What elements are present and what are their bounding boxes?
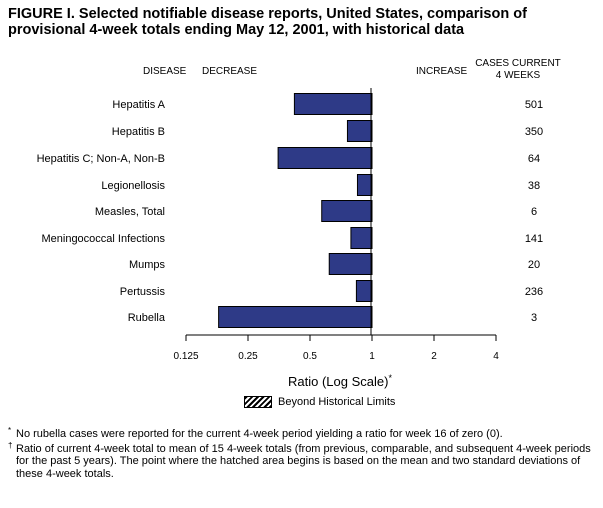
category-label: Legionellosis [101,180,165,192]
header-cases-line1: CASES CURRENT [475,58,561,69]
category-label: Mumps [129,259,166,271]
footnote-text: Ratio of current 4-week total to mean of… [16,442,591,480]
ratio-bar [346,120,373,142]
cases-count: 501 [525,99,543,111]
category-label: Measles, Total [95,206,165,218]
x-tick-label: 0.5 [303,351,317,362]
cases-count: 6 [531,206,537,218]
header-cases-line2: 4 WEEKS [496,70,541,81]
ratio-bar [293,93,373,115]
cases-count: 236 [525,286,543,298]
ratio-bar [277,147,373,169]
category-label: Hepatitis A [112,99,165,111]
footnote-dagger: † Ratio of current 4-week total to mean … [8,440,596,481]
x-tick-label: 4 [493,351,499,362]
ratio-bar [356,174,373,196]
footnote-mark: * [8,426,12,435]
ratio-bar [218,306,373,328]
footnotes: * No rubella cases were reported for the… [8,426,596,482]
ratio-bar-chart: DISEASE DECREASE INCREASE CASES CURRENT … [37,58,561,389]
header-increase: INCREASE [416,66,467,77]
ratio-bar [328,253,373,275]
cases-count: 141 [525,233,543,245]
ratio-bar [355,280,373,302]
cases-count: 20 [528,259,540,271]
header-disease: DISEASE [143,66,187,77]
x-tick-label: 1 [369,351,375,362]
ratio-bar [321,200,373,222]
legend: Beyond Historical Limits [244,396,395,408]
cases-count: 3 [531,312,537,324]
hatched-swatch [244,396,272,408]
x-tick-label: 0.25 [238,351,258,362]
ratio-bar [350,227,373,249]
header-decrease: DECREASE [202,66,257,77]
category-label: Meningococcal Infections [41,233,165,245]
cases-count: 38 [528,180,540,192]
category-label: Hepatitis B [112,126,165,138]
cases-count: 64 [528,153,540,165]
category-label: Pertussis [120,286,166,298]
category-label: Rubella [128,312,166,324]
footnote-mark: † [8,440,13,450]
footnote-asterisk: * No rubella cases were reported for the… [8,426,596,441]
x-axis-label: Ratio (Log Scale)* [288,373,392,389]
category-label: Hepatitis C; Non-A, Non-B [37,153,165,165]
figure-title: FIGURE I. Selected notifiable disease re… [8,6,527,38]
cases-count: 350 [525,126,543,138]
legend-label: Beyond Historical Limits [278,396,396,408]
x-tick-label: 0.125 [173,351,198,362]
x-tick-label: 2 [431,351,437,362]
footnote-text: No rubella cases were reported for the c… [16,428,503,440]
